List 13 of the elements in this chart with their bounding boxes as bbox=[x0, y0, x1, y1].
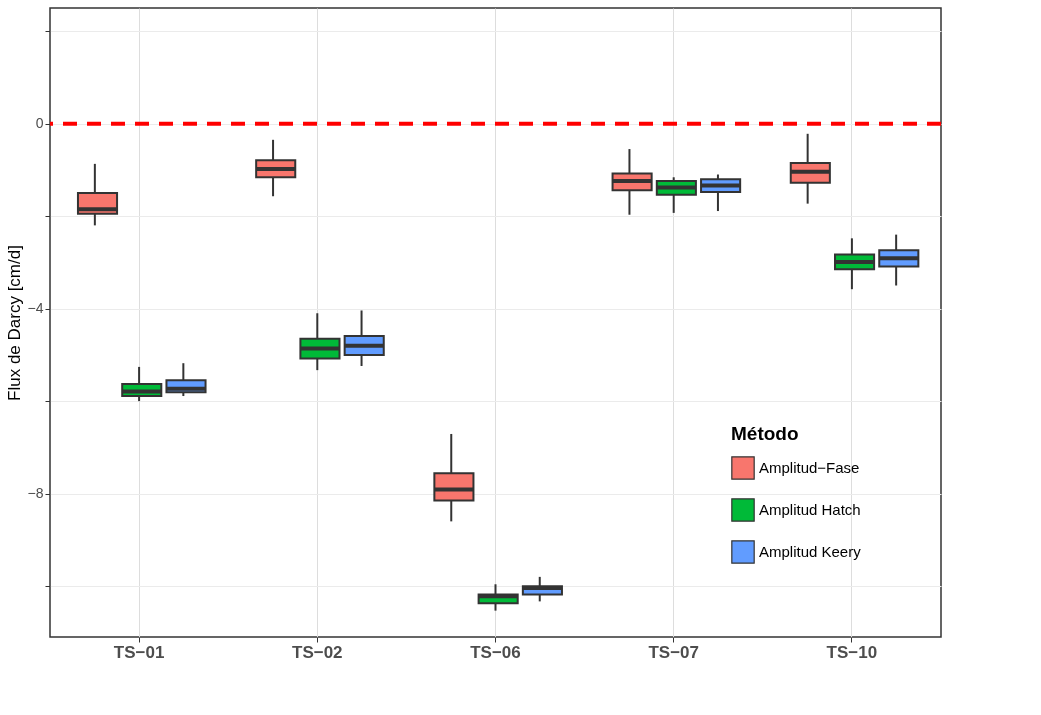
x-tick-label: TS−07 bbox=[648, 642, 699, 662]
legend-label: Amplitud Hatch bbox=[759, 501, 861, 518]
legend-title: Método bbox=[731, 423, 799, 444]
y-tick-label: −4 bbox=[27, 300, 44, 317]
y-axis-title: Flux de Darcy [cm/d] bbox=[4, 245, 24, 401]
x-tick-label: TS−06 bbox=[470, 642, 521, 662]
x-tick-label: TS−10 bbox=[826, 642, 878, 662]
x-tick-label: TS−02 bbox=[292, 642, 343, 662]
legend-label: Amplitud−Fase bbox=[759, 459, 860, 476]
y-tick-label: 0 bbox=[35, 115, 44, 132]
y-tick-label: −8 bbox=[27, 485, 44, 502]
legend-label: Amplitud Keery bbox=[759, 543, 862, 560]
x-tick-label: TS−01 bbox=[113, 642, 165, 662]
